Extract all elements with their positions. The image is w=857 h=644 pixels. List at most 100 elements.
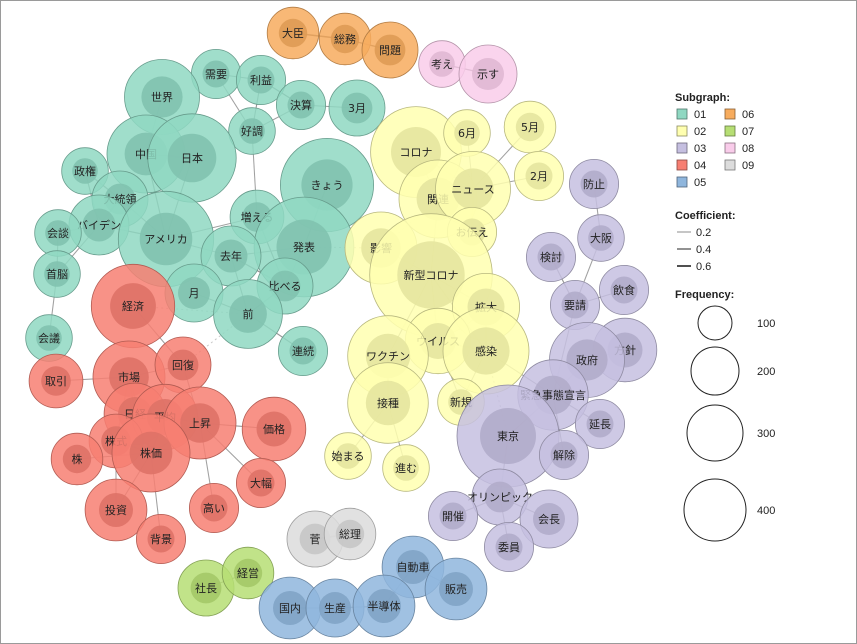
node-16: バイデン xyxy=(68,194,130,256)
node-core xyxy=(247,66,275,94)
node-73: 高い xyxy=(188,482,239,533)
node-label: バイデン xyxy=(77,218,121,232)
legend-subgraph-item: 02 xyxy=(676,125,706,138)
node-core xyxy=(319,592,351,624)
node-core xyxy=(273,591,307,625)
node-core xyxy=(550,441,578,469)
node-8: 3月 xyxy=(328,79,386,137)
node-label: 回復 xyxy=(172,359,194,372)
legend-subgraph-item: 06 xyxy=(724,108,754,121)
legend-swatch xyxy=(676,159,688,171)
node-label: 会長 xyxy=(538,513,560,526)
legend-coefficient-item: 0.4 xyxy=(677,244,711,256)
node-59: 委員 xyxy=(483,522,534,573)
node-78: 経営 xyxy=(221,546,275,600)
node-label: 取引 xyxy=(45,374,67,388)
node-core xyxy=(454,120,480,146)
legend-coefficient-label: 0.2 xyxy=(696,227,711,239)
legend-frequency-circle xyxy=(690,346,740,396)
node-label: 月 xyxy=(189,287,200,300)
node-core xyxy=(72,158,98,184)
node-56: オリンピック xyxy=(467,468,533,526)
node-core xyxy=(200,494,228,522)
node-label: 自動車 xyxy=(397,560,430,574)
node-core xyxy=(495,533,523,561)
legend-subgraph-item: 03 xyxy=(676,142,706,155)
legend-frequency-item: 300 xyxy=(686,404,775,462)
node-core xyxy=(299,523,331,555)
node-label: 背景 xyxy=(150,532,172,546)
node-67: 価格 xyxy=(241,396,307,462)
legend-subgraph-label: 03 xyxy=(694,143,706,155)
node-label: 比べる xyxy=(269,280,302,293)
node-label: 東京 xyxy=(497,429,519,443)
legend-subgraph-label: 07 xyxy=(742,126,754,138)
node-58: 会長 xyxy=(519,489,579,549)
legend-frequency-label: 100 xyxy=(757,318,775,330)
node-label: 市場 xyxy=(118,370,140,384)
node-7: 決算 xyxy=(275,80,326,131)
node-49: 要請 xyxy=(550,279,601,330)
node-30: 5月 xyxy=(503,100,557,154)
legend-swatch xyxy=(724,108,736,120)
dashed-edge-2 xyxy=(182,313,249,366)
node-label: 好調 xyxy=(241,124,263,138)
node-9: 好調 xyxy=(228,107,276,155)
legend-subgraph-label: 04 xyxy=(694,160,706,172)
legend-frequency-item: 400 xyxy=(683,478,775,542)
node-label: 政府 xyxy=(576,353,598,367)
legend-subgraph-label: 08 xyxy=(742,143,754,155)
node-label: 総務 xyxy=(334,32,356,46)
node-label: 高い xyxy=(203,501,225,515)
node-83: 半導体 xyxy=(352,574,416,638)
node-33: 2月 xyxy=(514,150,565,201)
node-core xyxy=(256,411,292,447)
legend-swatch xyxy=(724,142,736,154)
node-label: 経済 xyxy=(122,299,144,313)
node-core xyxy=(269,270,301,302)
node-core xyxy=(41,366,71,396)
node-1: 総務 xyxy=(318,12,372,66)
node-core xyxy=(278,18,308,48)
node-core xyxy=(335,443,361,469)
node-label: 6月 xyxy=(458,127,476,140)
node-label: 会議 xyxy=(38,331,60,345)
node-45: 防止 xyxy=(569,158,620,209)
node-label: 連続 xyxy=(292,344,314,358)
node-label: 大幅 xyxy=(250,476,272,490)
node-core xyxy=(62,444,92,474)
legend-subgraph-item: 09 xyxy=(724,159,754,172)
node-core xyxy=(397,241,465,309)
node-label: 始まる xyxy=(332,449,365,463)
node-label: 2月 xyxy=(530,170,548,183)
node-71: 大幅 xyxy=(235,457,286,508)
node-26: 会議 xyxy=(25,314,73,362)
node-label: 接種 xyxy=(377,396,399,410)
legend-subgraph-title: Subgraph: xyxy=(675,92,730,104)
node-core xyxy=(561,291,589,319)
node-label: 問題 xyxy=(379,44,401,57)
legend: Subgraph: 01 02 03 04 05 06 07 08 09 Coefficient… xyxy=(675,92,775,542)
node-41: 接種 xyxy=(347,362,429,444)
legend-subgraph-item: 05 xyxy=(676,176,706,189)
node-label: ニュース xyxy=(451,183,494,196)
node-core xyxy=(190,572,222,604)
legend-coefficient-item: 0.6 xyxy=(677,261,711,273)
node-69: 株価 xyxy=(111,413,191,493)
node-label: 要請 xyxy=(564,298,586,312)
node-74: 背景 xyxy=(135,514,186,565)
node-label: 投資 xyxy=(105,503,127,517)
legend-swatch xyxy=(676,176,688,188)
node-14: 政権 xyxy=(61,147,109,195)
legend-subgraph-label: 09 xyxy=(742,160,754,172)
node-70: 株 xyxy=(50,432,104,486)
node-label: 防止 xyxy=(583,177,605,191)
node-32: ニュース xyxy=(435,151,511,227)
node-core xyxy=(462,327,510,375)
node-23: 月 xyxy=(164,263,224,323)
node-core xyxy=(610,276,638,304)
node-label: 示す xyxy=(477,68,499,81)
node-core xyxy=(525,162,553,190)
node-44: 進む xyxy=(382,444,430,492)
